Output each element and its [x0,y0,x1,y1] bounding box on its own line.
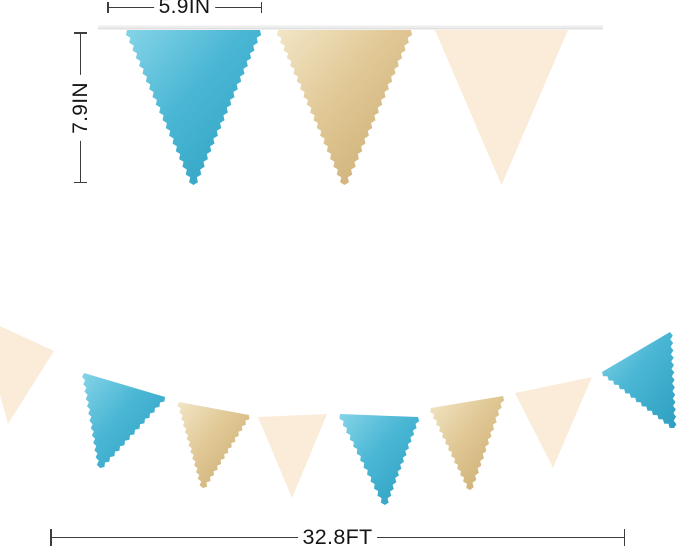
flag-width-label: 5.9IN [153,0,216,18]
bottom-flag-blue [339,414,420,505]
bottom-flag-gold [177,402,250,488]
dimension-tick [107,2,109,13]
bottom-flag-blue [82,373,165,468]
dimension-tick [623,529,625,546]
top-flag-blue [125,30,262,185]
bottom-flag-cream [258,414,327,498]
flag-width-dimension: 5.9IN [107,0,262,18]
banner-string [98,25,603,29]
flag-height-dimension: 7.9IN [67,32,94,183]
dimension-tick [260,2,262,13]
banner-string-shadow [98,28,603,30]
top-flag-cream [435,30,568,185]
top-flag-gold [276,30,413,185]
bottom-flag-gold [430,396,505,490]
dimension-tick [74,181,87,183]
bottom-flag-blue [602,332,677,428]
dimension-tick [50,529,52,546]
bottom-flag-cream [515,377,592,468]
bottom-flag-cream [0,326,54,424]
banner-length-dimension: 32.8FT [50,525,625,547]
flag-height-label: 7.9IN [67,74,94,141]
banner-length-label: 32.8FT [297,525,378,547]
dimension-tick [74,32,87,34]
